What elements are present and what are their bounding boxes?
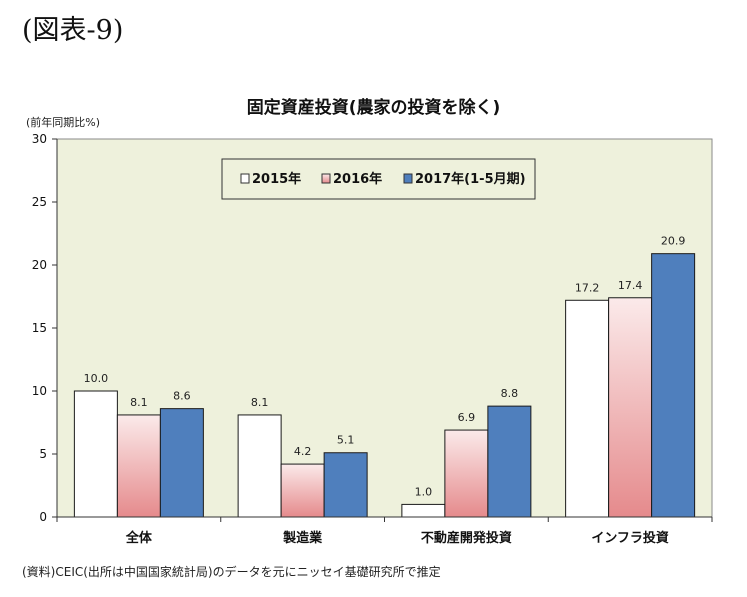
bar-series-2015 [565,299,610,518]
category-label: インフラ投資 [591,530,669,546]
data-label: 8.1 [130,396,148,409]
bar-series-2017 [159,408,204,518]
y-tick-label: 10 [32,384,47,398]
category-label: 全体 [125,530,153,546]
legend-swatch-series-2015 [240,173,250,184]
legend-label-series-2015: 2015年 [252,171,301,187]
data-label: 6.9 [458,411,476,424]
y-axis-unit-label: (前年同期比%) [26,116,101,129]
data-label: 1.0 [415,485,433,498]
y-tick-label: 20 [32,258,47,272]
data-label: 8.8 [501,387,519,400]
data-label: 17.4 [618,279,643,292]
bar-series-2015 [73,390,118,518]
data-label: 8.6 [173,390,191,403]
y-tick-label: 0 [39,510,47,524]
bar-series-2017 [487,405,532,518]
legend-box [221,158,536,200]
legend-label-series-2017: 2017年(1-5月期) [415,171,526,187]
bar-series-2017 [323,452,368,518]
bar-series-2017 [651,253,696,518]
bar-series-2016 [444,429,489,518]
legend-swatch-series-2017 [403,173,413,184]
bar-series-2016 [116,414,161,518]
data-label: 8.1 [251,396,269,409]
chart-title: 固定資産投資(農家の投資を除く) [246,98,501,118]
bar-series-2015 [237,414,282,518]
category-label: 不動産開発投資 [421,530,512,546]
category-label: 製造業 [282,530,323,546]
y-tick-label: 25 [32,195,47,209]
data-label: 20.9 [661,235,686,248]
data-label: 4.2 [294,445,312,458]
figure-label: (図表-9) [22,15,124,46]
legend: 2015年 2016年 2017年(1-5月期) [221,158,536,200]
data-label: 17.2 [575,281,600,294]
data-label: 10.0 [84,372,109,385]
bar-series-2016 [280,463,325,518]
source-note: (資料)CEIC(出所は中国国家統計局)のデータを元にニッセイ基礎研究所で推定 [22,565,441,579]
y-tick-label: 30 [32,132,47,146]
legend-label-series-2016: 2016年 [333,171,382,187]
legend-swatch-series-2016 [321,173,331,184]
bar-series-2016 [608,297,653,518]
y-tick-label: 15 [32,321,47,335]
data-label: 5.1 [337,434,355,447]
bar-series-2015 [401,503,446,518]
y-tick-label: 5 [39,447,47,461]
